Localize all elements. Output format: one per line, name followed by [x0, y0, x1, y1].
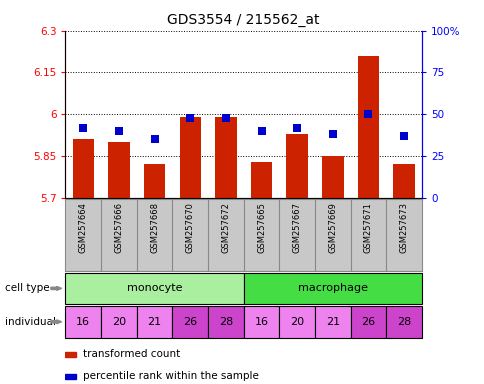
Text: 21: 21 [147, 317, 161, 327]
Bar [321, 156, 343, 198]
Title: GDS3554 / 215562_at: GDS3554 / 215562_at [167, 13, 319, 27]
Bar [208, 306, 243, 338]
Bar [108, 142, 129, 198]
Text: 26: 26 [361, 317, 375, 327]
Bar [136, 306, 172, 338]
Text: GSM257664: GSM257664 [78, 202, 88, 253]
Text: GSM257665: GSM257665 [257, 202, 266, 253]
Text: 20: 20 [289, 317, 303, 327]
Text: 28: 28 [396, 317, 410, 327]
Text: 16: 16 [76, 317, 90, 327]
Bar [243, 273, 421, 304]
Text: transformed count: transformed count [83, 349, 180, 359]
Point [186, 114, 194, 121]
Text: cell type: cell type [5, 283, 49, 293]
Text: individual: individual [5, 317, 56, 327]
Bar [314, 306, 350, 338]
Bar [243, 306, 279, 338]
Bar [215, 117, 236, 198]
Text: GSM257671: GSM257671 [363, 202, 372, 253]
Text: GSM257667: GSM257667 [292, 202, 301, 253]
Text: 16: 16 [254, 317, 268, 327]
Bar [250, 162, 272, 198]
Text: monocyte: monocyte [127, 283, 182, 293]
Bar [73, 139, 94, 198]
Bar [279, 306, 314, 338]
Bar [179, 117, 200, 198]
Text: GSM257670: GSM257670 [185, 202, 195, 253]
Point [293, 124, 301, 131]
Point [222, 114, 229, 121]
Bar [393, 164, 414, 198]
Point [115, 128, 122, 134]
Text: GSM257668: GSM257668 [150, 202, 159, 253]
Text: percentile rank within the sample: percentile rank within the sample [83, 371, 258, 381]
Bar [65, 273, 243, 304]
Point [257, 128, 265, 134]
Bar [101, 306, 136, 338]
Text: GSM257672: GSM257672 [221, 202, 230, 253]
Text: GSM257673: GSM257673 [399, 202, 408, 253]
Bar [65, 353, 76, 357]
Point [79, 124, 87, 131]
Bar [144, 164, 165, 198]
Bar [65, 374, 76, 379]
Point [328, 131, 336, 137]
Text: 20: 20 [112, 317, 126, 327]
Text: macrophage: macrophage [297, 283, 367, 293]
Bar [65, 306, 101, 338]
Bar [172, 306, 208, 338]
Point [399, 133, 407, 139]
Text: GSM257669: GSM257669 [328, 202, 337, 253]
Point [151, 136, 158, 142]
Text: 28: 28 [218, 317, 232, 327]
Bar [357, 56, 378, 198]
Point [364, 111, 372, 118]
Bar [350, 306, 385, 338]
Bar [286, 134, 307, 198]
Text: 21: 21 [325, 317, 339, 327]
Bar [385, 306, 421, 338]
Text: GSM257666: GSM257666 [114, 202, 123, 253]
Text: 26: 26 [183, 317, 197, 327]
